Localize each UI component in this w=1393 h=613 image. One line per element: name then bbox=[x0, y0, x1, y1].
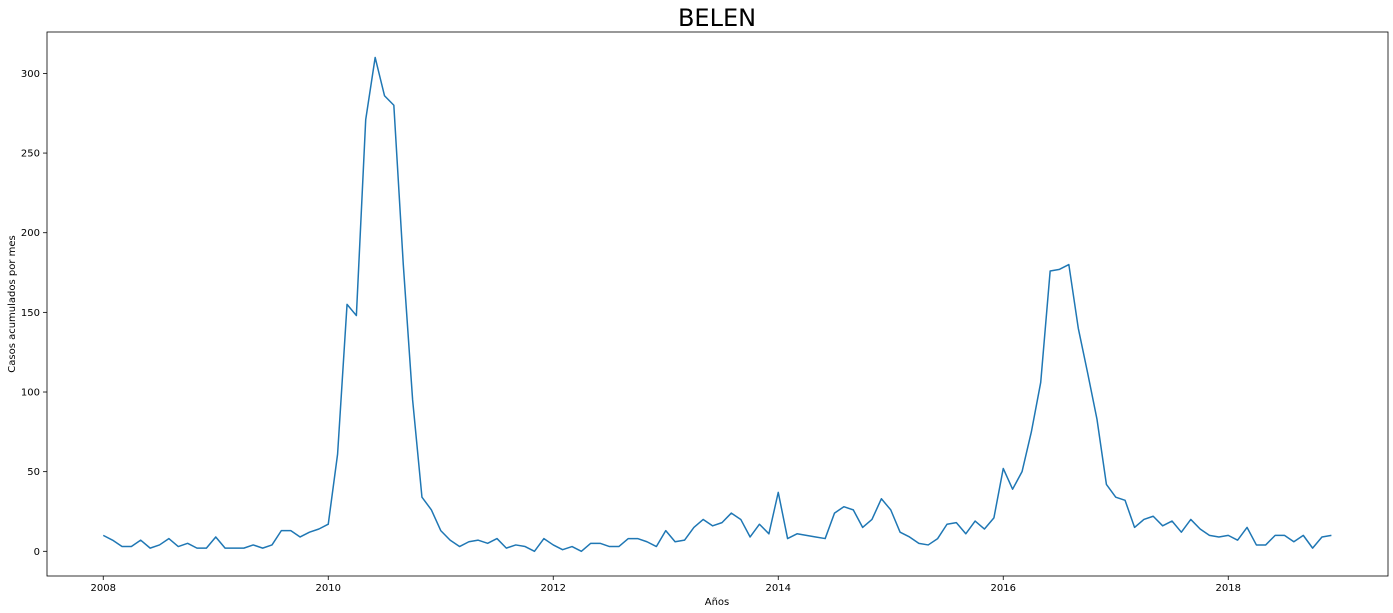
x-tick-label: 2018 bbox=[1216, 583, 1241, 594]
x-tick-label: 2008 bbox=[91, 583, 116, 594]
x-axis-ticks: 2008 2010 2012 2014 2016 2018 bbox=[91, 576, 1241, 594]
chart-title: BELEN bbox=[678, 4, 756, 32]
y-tick-label: 300 bbox=[21, 69, 40, 80]
x-tick-label: 2010 bbox=[316, 583, 341, 594]
plot-area-frame bbox=[46, 31, 1389, 577]
y-tick-label: 150 bbox=[21, 308, 40, 319]
y-tick-label: 0 bbox=[34, 547, 40, 558]
y-tick-label: 50 bbox=[27, 467, 40, 478]
y-tick-label: 200 bbox=[21, 228, 40, 239]
x-tick-label: 2012 bbox=[541, 583, 566, 594]
x-axis-label: Años bbox=[705, 597, 730, 608]
series-line bbox=[102, 56, 1332, 553]
x-tick-label: 2016 bbox=[991, 583, 1016, 594]
y-tick-label: 100 bbox=[21, 388, 40, 399]
y-axis-label: Casos acumulados por mes bbox=[7, 235, 18, 373]
y-tick-label: 250 bbox=[21, 149, 40, 160]
y-axis-ticks: 0 50 100 150 200 250 300 bbox=[21, 69, 47, 558]
x-tick-label: 2014 bbox=[766, 583, 791, 594]
